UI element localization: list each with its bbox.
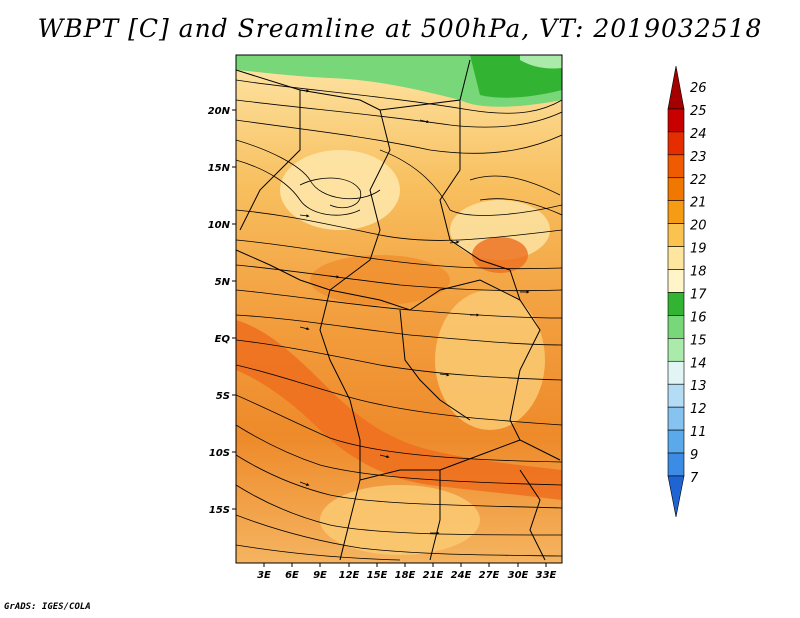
lon-label: 12E <box>339 570 360 581</box>
colorbar-label: 25 <box>690 104 707 119</box>
lon-axis: 3E 6E 9E 12E 15E 18E 21E 24E 27E 30E 33E <box>257 563 557 581</box>
wbpt-field <box>236 55 562 563</box>
colorbar-swatch <box>667 383 685 408</box>
colorbar-label: 13 <box>690 379 707 394</box>
colorbar-label: 26 <box>690 81 707 96</box>
colorbar-swatch <box>667 475 685 517</box>
streamlines <box>236 79 562 561</box>
chart-title: WBPT [C] and Sreamline at 500hPa, VT: 20… <box>37 14 763 43</box>
colorbar-label: 14 <box>690 356 707 371</box>
colorbar-swatch <box>667 131 685 156</box>
colorbar-label: 16 <box>690 310 707 325</box>
lon-label: 27E <box>479 570 500 581</box>
lat-label: 10N <box>208 220 231 231</box>
colorbar-swatch <box>667 223 685 247</box>
colorbar-swatch <box>667 269 685 293</box>
lon-label: 24E <box>451 570 472 581</box>
lon-label: 33E <box>536 570 557 581</box>
colorbar-swatch <box>667 406 685 431</box>
lat-label: 15S <box>209 505 230 516</box>
colorbar-swatch <box>667 200 685 224</box>
colorbar-label: 22 <box>690 173 707 188</box>
colorbar-label: 21 <box>690 196 707 211</box>
lon-label: 15E <box>367 570 388 581</box>
colorbar-swatch <box>667 360 685 385</box>
colorbar-swatch <box>667 246 685 270</box>
colorbar: 26 25 24 23 22 21 20 19 18 17 16 15 14 13 12 11 9 7 <box>667 65 707 517</box>
colorbar-label: 23 <box>690 150 707 165</box>
lon-label: 18E <box>395 570 416 581</box>
country-boundaries <box>236 59 561 561</box>
colorbar-label: 15 <box>690 333 707 348</box>
lat-axis: 20N 15N 10N 5N EQ 5S 10S 15S <box>208 106 236 516</box>
colorbar-label: 24 <box>690 127 707 142</box>
lat-label: 5S <box>216 391 230 402</box>
lon-label: 30E <box>508 570 529 581</box>
lat-label: 20N <box>208 106 231 117</box>
colorbar-swatch <box>667 292 685 316</box>
colorbar-label: 9 <box>690 448 698 463</box>
lat-label: EQ <box>215 334 231 345</box>
lon-label: 21E <box>423 570 444 581</box>
lon-label: 9E <box>313 570 327 581</box>
colorbar-swatch <box>667 315 685 339</box>
lat-label: 5N <box>215 277 231 288</box>
lat-label: 15N <box>208 163 231 174</box>
lon-label: 6E <box>285 570 299 581</box>
colorbar-label: 20 <box>690 219 707 234</box>
colorbar-swatch <box>667 338 685 362</box>
colorbar-label: 17 <box>690 287 707 302</box>
colorbar-label: 19 <box>690 242 707 257</box>
map-frame <box>235 54 563 564</box>
colorbar-swatch <box>667 452 685 477</box>
colorbar-swatch <box>667 154 685 179</box>
lon-label: 3E <box>257 570 271 581</box>
colorbar-label: 18 <box>690 265 707 280</box>
colorbar-swatch <box>667 65 685 110</box>
colorbar-swatch <box>667 177 685 201</box>
colorbar-swatch <box>667 108 685 133</box>
footer-credit: GrADS: IGES/COLA <box>4 602 91 612</box>
colorbar-label: 12 <box>690 402 707 417</box>
lat-label: 10S <box>209 448 230 459</box>
colorbar-label: 7 <box>690 471 699 486</box>
colorbar-swatch <box>667 429 685 454</box>
colorbar-label: 11 <box>690 425 707 440</box>
